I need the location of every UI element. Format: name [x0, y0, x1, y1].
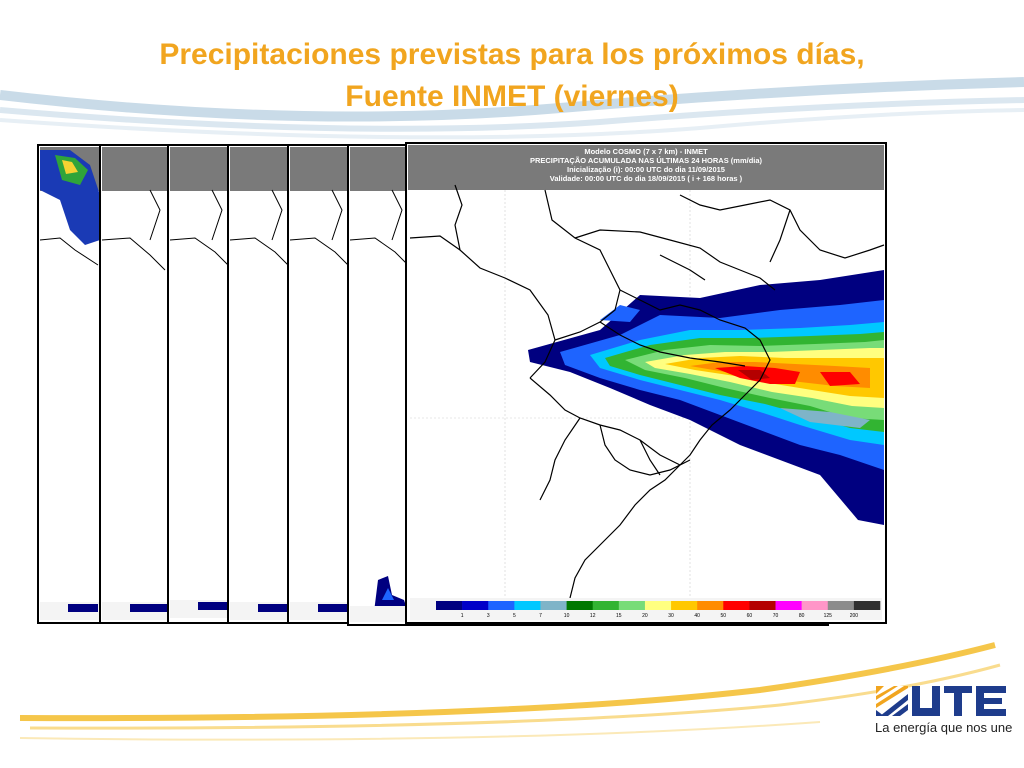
ute-logo-mark	[876, 686, 908, 716]
legend-tick-label: 200	[850, 613, 859, 619]
legend-swatch	[749, 601, 776, 610]
map-panel-front: Modelo COSMO (7 x 7 km) - INMET PRECIPIT…	[405, 142, 887, 624]
legend-swatch	[488, 601, 515, 610]
bottom-swoosh-yellow	[19, 642, 996, 722]
legend-swatch	[775, 601, 802, 610]
legend-swatch	[827, 601, 855, 610]
map-header-line-2: PRECIPITAÇÃO ACUMULADA NAS ÚLTIMAS 24 HO…	[530, 156, 763, 165]
legend-swatch	[566, 601, 594, 610]
legend-swatch	[644, 601, 672, 610]
slide-title: Precipitaciones previstas para los próxi…	[40, 34, 984, 118]
top-swoosh-blue-2	[0, 97, 1024, 132]
legend-swatch	[436, 601, 463, 610]
legend-tick-label: 60	[747, 613, 753, 619]
legend-tick-label: 70	[773, 613, 779, 619]
legend-swatch	[540, 601, 567, 610]
legend-tick-label: 40	[694, 613, 700, 619]
legend-swatch	[723, 601, 750, 610]
legend-swatch	[462, 601, 489, 610]
precipitation-legend: 1 3 5 7 10 12 15 20 30 40 50 60 70 80 125 200	[436, 601, 881, 619]
map-header-line-1: Modelo COSMO (7 x 7 km) - INMET	[584, 147, 708, 156]
bottom-swoosh-yellow-2	[29, 663, 1001, 730]
legend-swatch	[801, 601, 829, 610]
legend-tick-label: 12	[590, 613, 596, 619]
bottom-swoosh-yellow-3	[19, 721, 821, 741]
map-header-line-3: Inicialização (i): 00:00 UTC do dia 11/0…	[567, 165, 725, 174]
legend-tick-label: 1	[461, 613, 464, 619]
legend-tick-label: 15	[616, 613, 622, 619]
ute-tagline: La energía que nos une	[875, 720, 1013, 735]
ute-logo	[876, 686, 1006, 716]
legend-tick-label: 5	[513, 613, 516, 619]
top-swoosh-blue	[0, 77, 1024, 122]
title-line-1: Precipitaciones previstas para los próxi…	[159, 38, 865, 71]
legend-swatch	[853, 601, 881, 610]
legend-tick-label: 80	[799, 613, 805, 619]
title-line-2: Fuente INMET (viernes)	[345, 80, 679, 113]
legend-tick-label: 7	[539, 613, 542, 619]
top-swoosh-blue-3	[0, 108, 1024, 140]
legend-swatch	[697, 601, 724, 610]
legend-tick-label: 20	[642, 613, 648, 619]
legend-tick-label: 10	[564, 613, 570, 619]
legend-swatch	[671, 601, 698, 610]
legend-tick-label: 50	[721, 613, 727, 619]
legend-swatch	[618, 601, 646, 610]
map-borders	[409, 184, 885, 599]
map-header-line-4: Validade: 00:00 UTC do dia 18/09/2015 ( …	[550, 174, 743, 183]
ute-logo-letters	[912, 686, 1006, 716]
legend-swatch	[514, 601, 541, 610]
legend-tick-label: 3	[487, 613, 490, 619]
legend-tick-label: 30	[668, 613, 674, 619]
legend-tick-label: 125	[824, 613, 833, 619]
legend-swatch	[592, 601, 620, 610]
